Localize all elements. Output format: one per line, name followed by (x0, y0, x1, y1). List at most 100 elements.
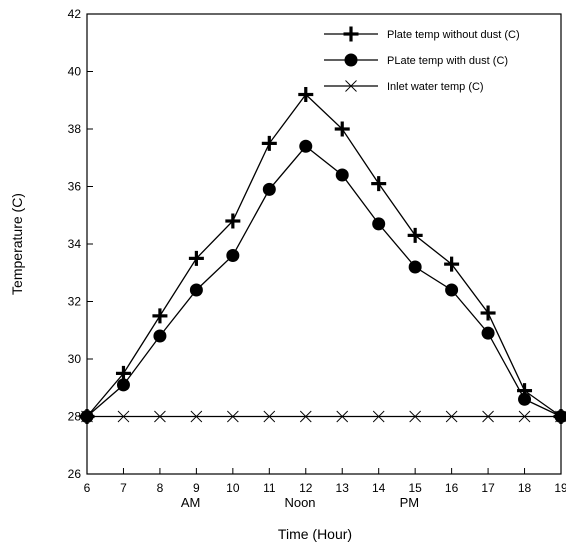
cross-marker-b (445, 410, 458, 423)
data-point (152, 308, 168, 324)
cross-marker-b (409, 410, 421, 423)
data-point (407, 227, 423, 243)
x-tick-label: 12 (299, 481, 313, 495)
data-point (518, 392, 532, 406)
x-tick-label: 9 (193, 481, 200, 495)
data-point (81, 410, 93, 423)
legend-item: Plate temp without dust (C) (324, 26, 520, 42)
cross-marker-b (555, 410, 566, 423)
data-point (261, 135, 277, 151)
legend-marker (345, 80, 357, 92)
data-point (153, 329, 167, 343)
x-tick-label: 11 (263, 481, 276, 495)
plot-area-frame (86, 13, 562, 475)
cross-marker-b (372, 410, 385, 423)
series-1 (79, 87, 566, 424)
x-tick-label: 13 (336, 481, 350, 495)
x-tick-label: 6 (84, 481, 91, 495)
x-tick-label: 17 (481, 481, 495, 495)
data-point (555, 410, 566, 423)
data-point (299, 139, 313, 153)
data-point (371, 176, 387, 192)
x-tick-label: 19 (554, 481, 566, 495)
x-tick-label: 18 (518, 481, 532, 495)
period-label: PM (400, 495, 420, 510)
x-tick-label: 16 (445, 481, 459, 495)
data-point (444, 256, 460, 272)
x-axis-label: Time (Hour) (278, 526, 352, 542)
data-point (117, 410, 130, 423)
legend-item: Inlet water temp (C) (324, 80, 484, 93)
y-tick-label: 40 (68, 65, 82, 79)
period-labels: AM Noon PM (181, 495, 419, 510)
data-point (445, 410, 458, 423)
data-point (299, 410, 312, 423)
series-3 (81, 410, 566, 423)
legend-label: Inlet water temp (C) (387, 81, 484, 93)
cross-marker-b (482, 410, 494, 423)
cross-marker-b (263, 410, 276, 423)
data-point (227, 410, 239, 423)
y-tick-label: 34 (68, 237, 82, 251)
legend-label: PLate temp with dust (C) (387, 55, 508, 67)
data-point (189, 283, 203, 297)
data-point (336, 410, 349, 423)
y-axis-label: Temperature (C) (9, 193, 25, 295)
data-point (482, 410, 494, 423)
data-point (334, 121, 350, 137)
cross-marker-b (227, 410, 239, 423)
legend-item: PLate temp with dust (C) (324, 53, 508, 67)
data-point (263, 410, 276, 423)
data-point (445, 283, 459, 297)
cross-marker-b (154, 410, 166, 423)
data-point (481, 326, 495, 340)
data-point (190, 410, 203, 423)
x-tick-label: 8 (157, 481, 164, 495)
legend-marker (343, 26, 359, 42)
data-point (372, 217, 386, 231)
x-tick-label: 14 (372, 481, 386, 495)
y-tick-label: 26 (68, 467, 82, 481)
y-axis: 26 28 30 32 34 36 38 40 42 (68, 7, 93, 481)
series-line (86, 93, 562, 418)
data-point (298, 87, 314, 102)
y-tick-label: 30 (68, 352, 82, 366)
y-tick-label: 28 (68, 410, 82, 424)
data-point (188, 250, 204, 266)
cross-marker-b (190, 410, 203, 423)
series-line (86, 145, 562, 418)
data-point (518, 410, 531, 423)
data-point (408, 260, 422, 274)
period-label: Noon (284, 495, 315, 510)
cross-marker-b (299, 410, 312, 423)
data-point (372, 410, 385, 423)
legend: Plate temp without dust (C) PLate temp wi… (324, 26, 520, 93)
y-tick-label: 42 (68, 7, 82, 21)
series-2 (80, 139, 566, 423)
y-tick-label: 32 (68, 295, 82, 309)
data-point (115, 365, 131, 381)
x-tick-label: 10 (226, 481, 240, 495)
data-point (409, 410, 421, 423)
data-point (116, 378, 130, 392)
legend-label: Plate temp without dust (C) (387, 29, 520, 41)
data-point (480, 305, 496, 321)
y-tick-label: 36 (68, 180, 82, 194)
data-point (154, 410, 166, 423)
data-point (335, 168, 349, 182)
cross-marker-b (518, 410, 531, 423)
x-tick-label: 15 (408, 481, 422, 495)
cross-marker-b (117, 410, 130, 423)
x-axis: 6 7 8 9 10 11 12 13 14 15 16 17 18 19 (84, 468, 566, 495)
x-tick-label: 7 (120, 481, 127, 495)
data-point (262, 182, 276, 196)
legend-marker (344, 53, 358, 67)
period-label: AM (181, 495, 201, 510)
y-tick-label: 38 (68, 122, 82, 136)
cross-marker-b (345, 80, 357, 92)
series-layer (79, 87, 566, 424)
cross-marker-b (81, 410, 93, 423)
data-point (226, 249, 240, 262)
cross-marker-b (336, 410, 349, 423)
